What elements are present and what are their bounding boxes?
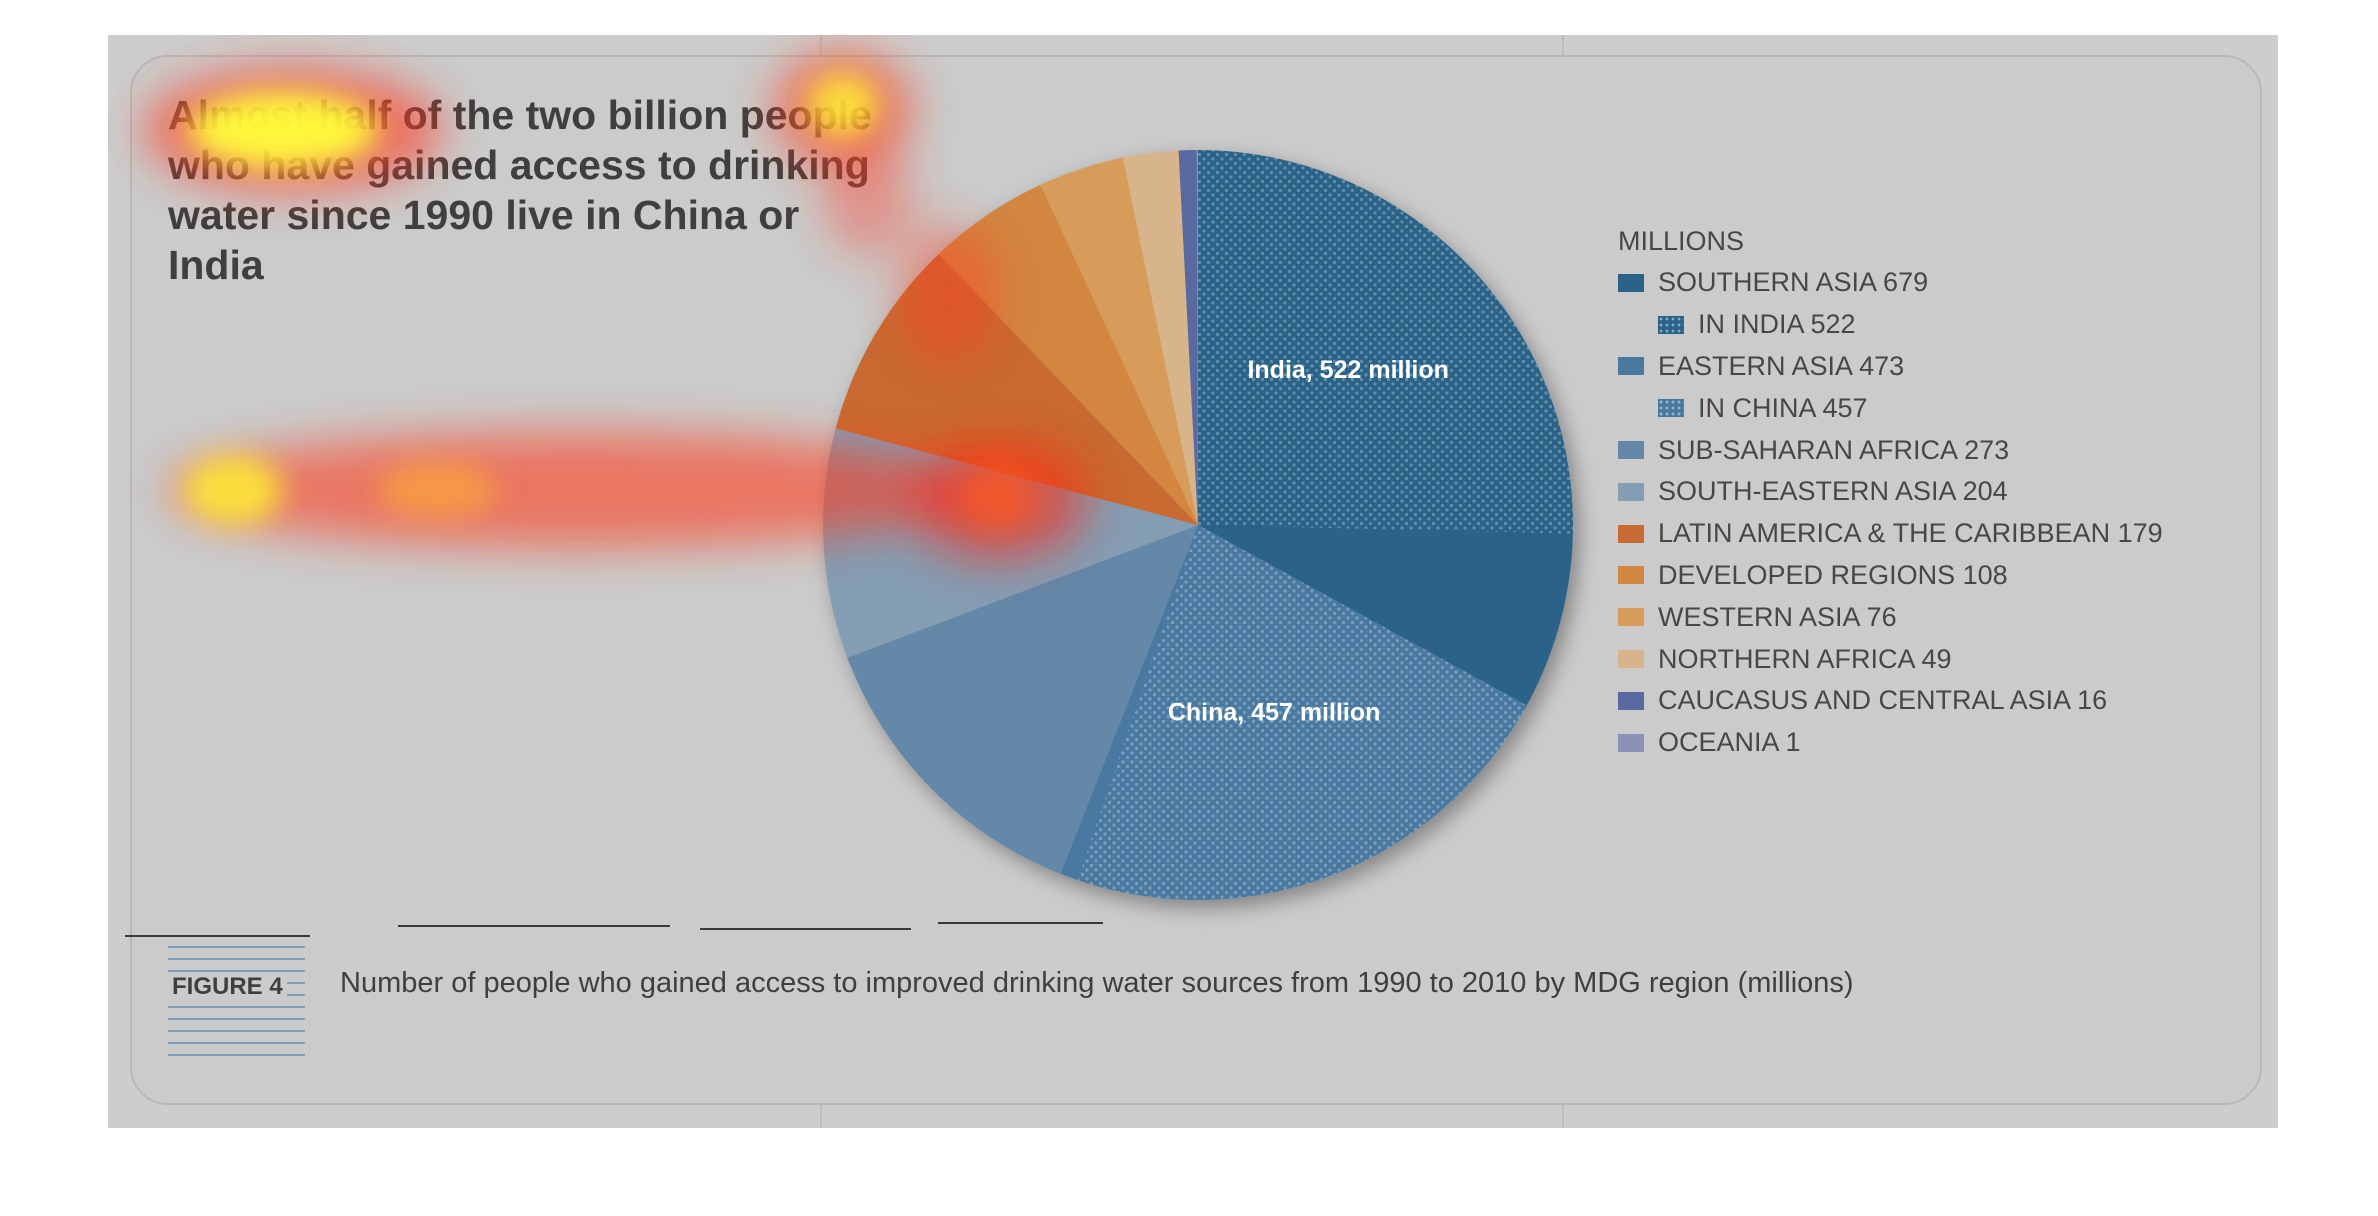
legend-item: IN INDIA 522 [1618,304,2163,346]
legend-item: OCEANIA 1 [1618,722,2163,764]
pie-slice [1196,150,1198,525]
chart-canvas: Almost half of the two billion people wh… [108,35,2278,1128]
slice-data-label: China, 457 million [1168,699,1381,727]
legend-swatch [1618,441,1644,460]
figure-label: FIGURE 4 [168,973,287,1001]
legend-swatch [1618,524,1644,543]
legend-label: IN CHINA 457 [1698,392,1868,423]
legend-label: IN INDIA 522 [1698,309,1856,340]
pie-subslice-pattern [1077,525,1527,900]
pie-chart: India, 522 million China, 457 million [823,150,1573,900]
legend-label: CAUCASUS AND CENTRAL ASIA 16 [1658,685,2108,716]
legend-item: LATIN AMERICA & THE CARIBBEAN 179 [1618,513,2163,555]
legend-item: EASTERN ASIA 473 [1618,346,2163,388]
legend-title: MILLIONS [1618,226,1745,256]
legend-swatch [1618,650,1644,669]
pie-slice [1040,157,1198,525]
figure-caption: Number of people who gained access to im… [340,967,1854,999]
legend-swatch [1618,733,1644,752]
pie-subslice-pattern [1198,150,1573,534]
pie-slice [1178,150,1198,525]
legend-item: WESTERN ASIA 76 [1618,596,2163,638]
legend-swatch [1658,399,1684,418]
legend-item: NORTHERN AFRICA 49 [1618,638,2163,680]
slice-data-label: India, 522 million [1247,356,1448,384]
legend-item: SOUTH-EASTERN ASIA 204 [1618,471,2163,513]
legend-item: CAUCASUS AND CENTRAL ASIA 16 [1618,680,2163,722]
legend-label: NORTHERN AFRICA 49 [1658,643,1952,674]
legend-label: SOUTHERN ASIA 679 [1658,267,1929,298]
legend-item: SUB-SAHARAN AFRICA 273 [1618,429,2163,471]
legend-label: SUB-SAHARAN AFRICA 273 [1658,434,2010,465]
pie-slice [938,184,1198,525]
legend-swatch [1618,357,1644,376]
legend-swatch [1658,315,1684,334]
legend-item: IN CHINA 457 [1618,387,2163,429]
legend-label: DEVELOPED REGIONS 108 [1658,559,2008,590]
decorative-rules [125,922,1103,1056]
legend-label: WESTERN ASIA 76 [1658,601,1897,632]
legend-label: SOUTH-EASTERN ASIA 204 [1658,476,2008,507]
legend-label: LATIN AMERICA & THE CARIBBEAN 179 [1658,518,2163,549]
pie-slice [1122,150,1198,525]
pie-slices [823,150,1573,900]
legend-swatch [1618,482,1644,501]
legend-item: SOUTHERN ASIA 679 [1618,262,2163,304]
legend: MILLIONS SOUTHERN ASIA 679 IN INDIA 522 EA… [1618,220,2163,764]
pie-labels: India, 522 million China, 457 million [1168,356,1449,726]
legend-swatch [1618,566,1644,585]
legend-label: OCEANIA 1 [1658,727,1801,758]
legend-swatch [1618,691,1644,710]
legend-swatch [1618,273,1644,292]
legend-swatch [1618,608,1644,627]
legend-item: DEVELOPED REGIONS 108 [1618,555,2163,597]
legend-items: SOUTHERN ASIA 679 IN INDIA 522 EASTERN ASI… [1618,262,2163,764]
legend-label: EASTERN ASIA 473 [1658,350,1905,381]
pie-slice [847,525,1198,874]
